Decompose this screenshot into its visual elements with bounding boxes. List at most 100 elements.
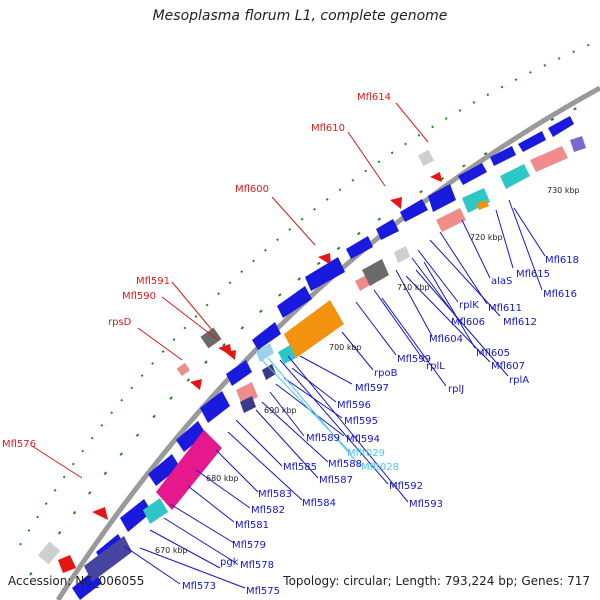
gene-arrow-forward (428, 184, 456, 212)
leader-line (169, 503, 235, 544)
leader-line (423, 261, 476, 349)
gene-arrow-reverse (225, 350, 236, 360)
gene-label: rpoB (374, 368, 398, 379)
gene-arrow-forward (400, 199, 428, 222)
gene-label: Mfl606 (451, 317, 485, 328)
gene-arrow-reverse (190, 379, 202, 390)
gene-label: Mfl615 (516, 269, 550, 280)
gene-label: Mfl605 (476, 348, 510, 359)
gene-label: Mfl599 (397, 354, 431, 365)
leader-line (508, 199, 543, 291)
gene-label: Mfl614 (357, 92, 391, 103)
leader-line (347, 131, 386, 187)
gene-block-gray (417, 149, 435, 167)
leader-line (215, 449, 259, 493)
gene-block-reverse (58, 555, 76, 573)
gene-block-orange (284, 300, 344, 358)
gene-label: Mfl590 (122, 291, 156, 302)
leader-line (287, 355, 409, 503)
gene-label: Mfl587 (319, 475, 353, 486)
gene-arrow-forward (120, 499, 152, 532)
gene-label: Mfl575 (246, 586, 280, 597)
gene-label: Mfl596 (337, 400, 371, 411)
leader-line (373, 289, 426, 363)
gene-arrow-reverse (318, 253, 331, 265)
gene-block-teal (278, 345, 296, 364)
gene-block-magenta (156, 430, 222, 510)
kbp-scale-labels: 730 kbp 720 kbp 710 kbp 700 kbp 690 kbp … (155, 186, 580, 555)
gene-arrow-forward (548, 116, 574, 137)
leader-line (31, 445, 83, 479)
gene-label: Mfl585 (283, 462, 317, 473)
gene-label: rplK (459, 300, 479, 311)
leader-line (187, 485, 235, 523)
gene-label: Mfl618 (545, 255, 579, 266)
leader-line (163, 517, 237, 564)
gene-block-gray (200, 327, 222, 349)
gene-block-gray (37, 541, 61, 565)
gene-block-navy (262, 364, 276, 380)
leader-line (405, 275, 491, 363)
leader-line (137, 327, 183, 361)
leader-line (279, 359, 389, 485)
gene-label: Mfl604 (429, 334, 463, 345)
kbp-label: 710 kbp (397, 283, 430, 292)
gene-label: Mfl592 (389, 481, 423, 492)
gene-label: Mfl583 (258, 489, 292, 500)
gene-arrow-forward (176, 421, 206, 452)
gene-arrow-forward (277, 286, 312, 318)
gene-label: alaS (491, 276, 512, 287)
gene-block-navy (240, 396, 256, 413)
leader-line (439, 231, 488, 305)
gene-label: Mfl595 (344, 416, 378, 427)
trna-label: Mflt029 (347, 448, 385, 459)
gene-arrow-reverse (390, 197, 402, 209)
gene-label: rplJ (448, 384, 464, 395)
gene-label: Mfl589 (306, 433, 340, 444)
gene-block-pink (436, 208, 466, 232)
gene-label: rplA (509, 375, 529, 386)
gene-label: rplL (426, 361, 445, 372)
gene-arrow-forward (148, 454, 180, 486)
forward-genes (72, 116, 586, 600)
leader-line (291, 367, 337, 403)
kbp-label: 680 kbp (206, 474, 239, 483)
gene-label: rpsD (108, 317, 132, 328)
genome-summary: Topology: circular; Length: 793,224 bp; … (283, 574, 590, 588)
gene-label: Mfl610 (311, 123, 345, 134)
leader-line (381, 297, 447, 387)
gene-label: Mfl607 (491, 361, 525, 372)
reverse-genes (37, 149, 442, 573)
gene-block-lightblue (256, 343, 274, 362)
gene-label: Mfl612 (503, 317, 537, 328)
gene-label: Mfl594 (346, 434, 380, 445)
gene-label: Mfl573 (182, 581, 216, 592)
leader-line (267, 357, 361, 467)
kbp-label: 670 kbp (155, 546, 188, 555)
gene-arrow-forward (305, 257, 345, 291)
leader-line (271, 196, 316, 246)
leader-line (261, 401, 329, 463)
map-title: Mesoplasma florum L1, complete genome (152, 8, 448, 24)
gene-label: Mfl579 (232, 540, 266, 551)
gene-arrow-forward (376, 219, 399, 240)
trna-label: Mflt028 (361, 462, 399, 473)
kbp-label: 690 kbp (264, 406, 297, 415)
gene-block-teal (500, 164, 530, 189)
gene-label: Mfl582 (251, 505, 285, 516)
kbp-label: 700 kbp (329, 343, 362, 352)
gene-block-orange (476, 200, 489, 210)
gene-label: Mfl578 (240, 560, 274, 571)
leader-line (513, 207, 546, 257)
leader-line (415, 269, 509, 377)
gene-label: Mfl600 (235, 184, 269, 195)
forward-gene-labels: Mfl618 Mfl615 Mfl616 alaS Mfl611 Mfl612 … (182, 255, 579, 597)
gene-block-pink (530, 146, 568, 172)
reverse-gene-labels: Mfl614 Mfl610 Mfl600 Mfl591 Mfl590 rpsD … (2, 92, 391, 450)
gene-block-gray (362, 259, 389, 286)
gene-label: Mfl588 (328, 459, 362, 470)
leader-line (269, 391, 305, 437)
leader-line (235, 419, 283, 467)
gene-block-gray (394, 246, 410, 263)
gene-label: Mfl581 (235, 520, 269, 531)
